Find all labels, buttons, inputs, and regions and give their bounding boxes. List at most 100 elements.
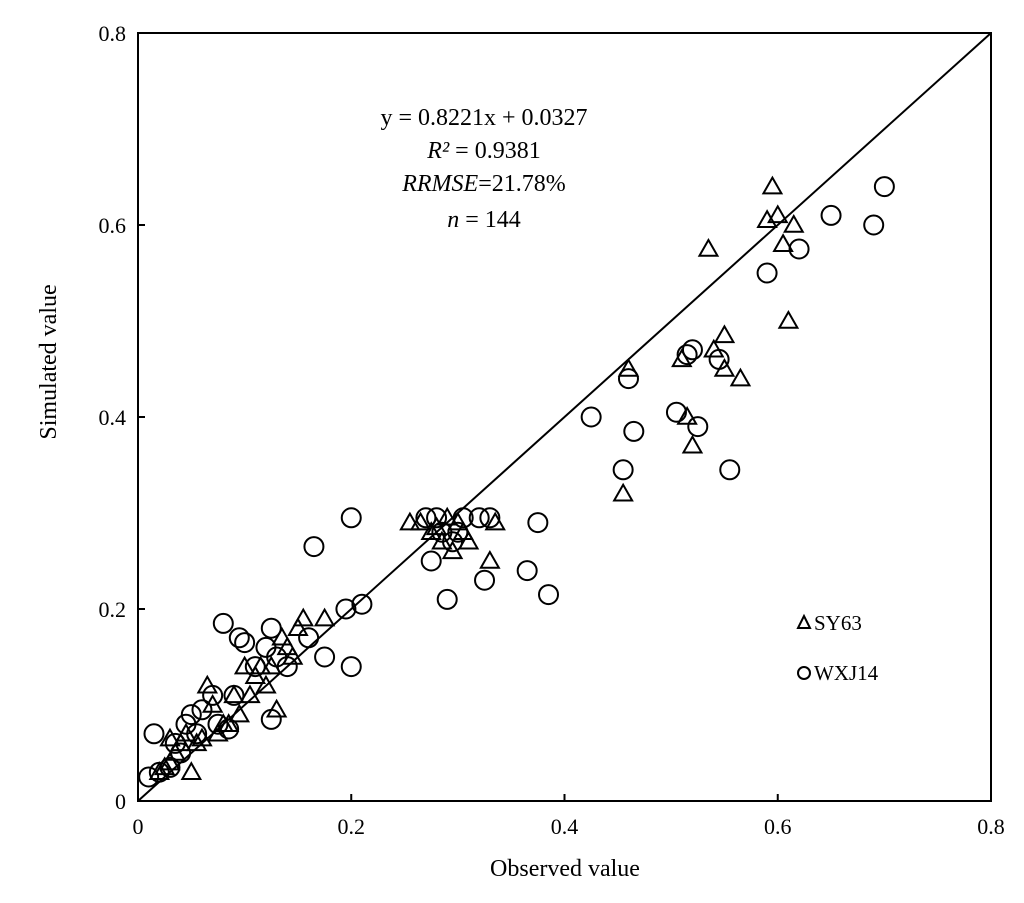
sy63-point	[196, 674, 219, 694]
wxj14-point	[303, 536, 325, 558]
wxj14-point	[351, 593, 373, 615]
sy63-point	[399, 511, 421, 531]
wxj14-point	[452, 507, 474, 529]
sy63-point	[479, 549, 501, 569]
wxj14-point	[170, 742, 192, 764]
wxj14-point	[617, 368, 639, 390]
regression-annotation: y = 0.8221x + 0.0327 R² = 0.9381 RRMSE=2…	[380, 105, 587, 233]
wxj14-point	[415, 507, 437, 529]
wxj14-point	[538, 584, 560, 606]
wxj14-point	[719, 459, 741, 481]
rrmse-label: RRMSE	[401, 171, 478, 197]
wxj14-point	[159, 756, 181, 778]
wxj14-point	[335, 598, 357, 620]
sy63-point	[233, 655, 256, 675]
sy63-point	[767, 204, 789, 224]
r2-label: R²	[426, 138, 450, 164]
data-points	[138, 175, 895, 788]
wxj14-point	[474, 569, 496, 591]
y-axis-title: Simulated value	[36, 284, 62, 439]
wxj14-point	[218, 718, 240, 740]
wxj14-point	[665, 401, 687, 423]
sy63-point	[265, 698, 288, 718]
wxj14-point	[298, 627, 320, 649]
rrmse-text: RRMSE=21.78%	[401, 171, 566, 197]
legend-circle-marker	[797, 666, 811, 680]
wxj14-point	[820, 204, 842, 226]
y-tick-label: 0	[115, 789, 126, 814]
sy63-point	[313, 607, 336, 627]
sy63-point	[287, 617, 309, 636]
wxj14-point	[420, 550, 442, 572]
sy63-point	[783, 213, 805, 233]
sy63-point	[292, 607, 314, 627]
sy63-point	[180, 761, 203, 780]
wxj14-point	[468, 507, 490, 529]
sy63-point	[729, 367, 752, 387]
x-tick-label: 0.6	[764, 814, 792, 839]
wxj14-point	[186, 723, 208, 745]
wxj14-point	[202, 684, 224, 706]
x-tick-label: 0.4	[551, 814, 579, 839]
legend: SY63 WXJ14	[796, 611, 879, 685]
sy63-point	[441, 540, 464, 560]
n-label: n	[447, 207, 459, 233]
wxj14-point	[527, 512, 549, 534]
wxj14-point	[681, 339, 703, 361]
wxj14-point	[623, 420, 645, 442]
sy63-point	[676, 405, 698, 425]
sy63-point	[681, 434, 704, 454]
wxj14-point	[260, 617, 282, 639]
legend-triangle-marker	[796, 613, 812, 629]
wxj14-point	[260, 708, 282, 730]
y-tick-label: 0.2	[99, 597, 127, 622]
equation-text: y = 0.8221x + 0.0327	[380, 105, 587, 131]
wxj14-point	[708, 348, 730, 370]
wxj14-point	[788, 238, 810, 260]
wxj14-point	[426, 507, 448, 529]
wxj14-point	[687, 416, 709, 438]
sy63-point	[255, 674, 277, 694]
wxj14-point	[612, 459, 634, 481]
sy63-point	[223, 684, 245, 704]
wxj14-point	[244, 656, 266, 678]
x-tick-label: 0	[133, 814, 144, 839]
sy63-point	[420, 521, 442, 540]
sy63-point	[276, 636, 298, 656]
wxj14-point	[223, 684, 245, 706]
wxj14-point	[873, 176, 895, 198]
wxj14-point	[340, 507, 362, 529]
n-value: = 144	[459, 207, 521, 233]
y-tick-label: 0.8	[99, 21, 127, 46]
y-axis-ticks: 0 0.2 0.4 0.6 0.8	[99, 21, 145, 814]
r2-value: = 0.9381	[449, 138, 541, 164]
rrmse-value: =21.78%	[478, 171, 566, 197]
fit-line	[137, 32, 992, 802]
sy63-point	[617, 357, 640, 377]
y-tick-label: 0.4	[99, 405, 127, 430]
wxj14-point	[138, 766, 160, 788]
y-tick-label: 0.6	[99, 213, 127, 238]
wxj14-point	[580, 406, 602, 428]
sy63-point	[761, 175, 784, 195]
sy63-point	[217, 713, 240, 732]
wxj14-point	[228, 627, 250, 649]
wxj14-point	[148, 761, 170, 783]
sy63-point	[159, 727, 181, 747]
sy63-point	[175, 722, 197, 742]
sy63-point	[228, 703, 251, 723]
x-axis-ticks: 0 0.2 0.4 0.6 0.8	[133, 794, 1005, 839]
wxj14-point	[436, 588, 458, 610]
sy63-point	[244, 665, 267, 684]
wxj14-point	[276, 656, 298, 678]
wxj14-point	[756, 262, 778, 284]
legend-label-wxj14: WXJ14	[814, 661, 879, 685]
x-tick-label: 0.8	[977, 814, 1005, 839]
sy63-point	[713, 324, 736, 344]
sy63-point	[612, 482, 634, 502]
sy63-point	[281, 645, 304, 665]
r2-text: R² = 0.9381	[426, 138, 540, 164]
wxj14-point	[479, 507, 501, 529]
sy63-point	[772, 233, 794, 252]
